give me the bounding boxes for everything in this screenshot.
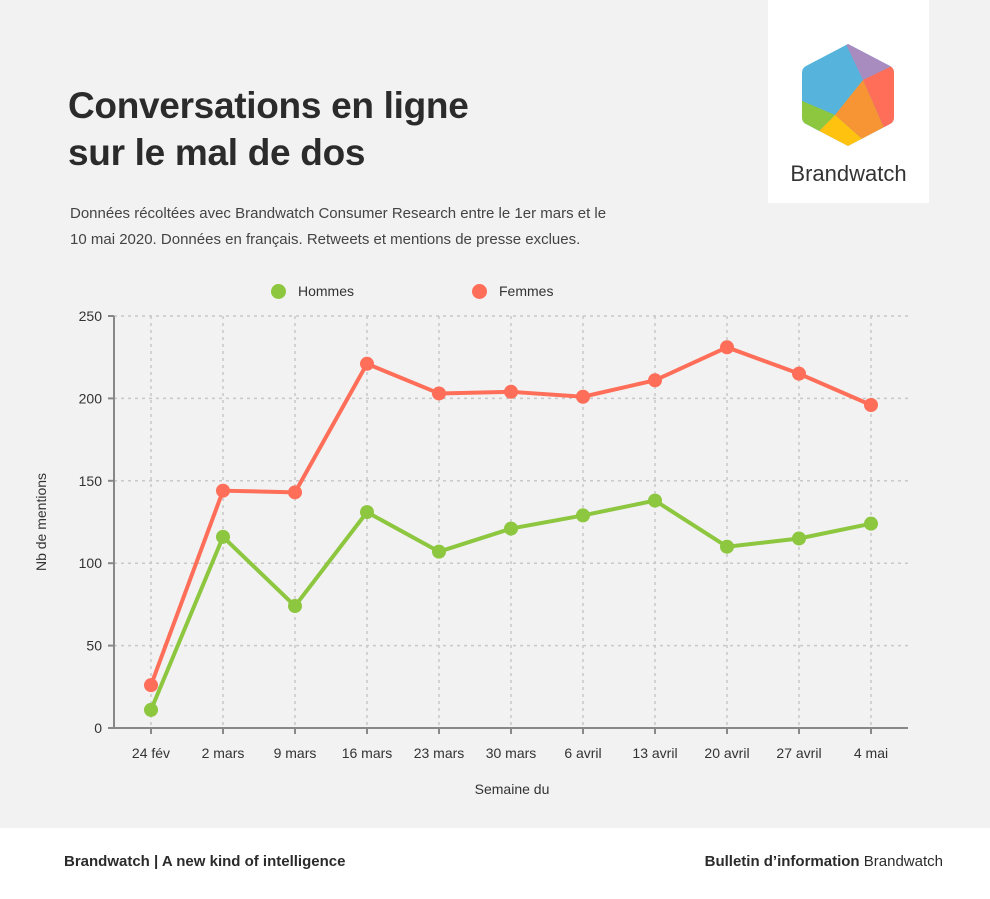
data-point-hommes (288, 599, 302, 614)
x-tick-label: 16 mars (342, 745, 393, 761)
data-point-femmes (648, 373, 662, 388)
legend-item-hommes: Hommes (271, 283, 354, 299)
y-tick-label: 0 (94, 720, 102, 736)
data-point-hommes (360, 505, 374, 520)
data-point-femmes (288, 485, 302, 500)
footer: Brandwatch | A new kind of intelligence … (0, 828, 990, 899)
x-tick-label: 4 mai (854, 745, 888, 761)
data-point-femmes (864, 397, 878, 412)
data-point-hommes (792, 531, 806, 546)
x-tick-label: 13 avril (632, 745, 677, 761)
y-tick-label: 100 (79, 555, 103, 571)
data-point-hommes (432, 544, 446, 559)
x-tick-label: 23 mars (414, 745, 465, 761)
legend-label-femmes: Femmes (499, 283, 554, 299)
legend-label-hommes: Hommes (298, 283, 355, 299)
data-point-hommes (720, 539, 734, 554)
page-title: Conversations en ligne sur le mal de dos (68, 82, 469, 176)
x-tick-label: 24 fév (132, 745, 170, 761)
x-tick-label: 2 mars (202, 745, 245, 761)
footer-newsletter-bold: Bulletin d’information (704, 853, 860, 870)
data-point-hommes (216, 529, 230, 544)
footer-tagline: Brandwatch | A new kind of intelligence (64, 853, 346, 870)
data-point-femmes (576, 389, 590, 404)
data-point-femmes (360, 356, 374, 371)
y-tick-label: 200 (79, 390, 103, 406)
logo-text: Brandwatch (790, 161, 907, 186)
hexagon-logo-icon (802, 44, 894, 146)
data-point-hommes (648, 493, 662, 508)
data-point-hommes (864, 516, 878, 531)
footer-newsletter-brand: Brandwatch (863, 853, 943, 870)
data-point-femmes (144, 678, 158, 693)
x-tick-label: 9 mars (274, 745, 317, 761)
legend-marker-femmes (472, 283, 487, 299)
data-point-hommes (144, 702, 158, 717)
x-tick-label: 6 avril (564, 745, 601, 761)
data-point-femmes (792, 366, 806, 381)
title-line-1: Conversations en ligne (68, 85, 469, 126)
legend-marker-hommes (271, 283, 286, 299)
x-axis-title: Semaine du (475, 781, 550, 797)
x-tick-label: 30 mars (486, 745, 537, 761)
subtitle: Données récoltées avec Brandwatch Consum… (70, 201, 690, 253)
y-tick-label: 150 (79, 473, 103, 489)
y-axis-title: Nb de mentions (33, 473, 49, 571)
subtitle-line-1: Données récoltées avec Brandwatch Consum… (70, 205, 607, 222)
data-point-femmes (504, 384, 518, 399)
data-point-femmes (216, 483, 230, 498)
y-tick-label: 50 (86, 638, 102, 654)
legend-item-femmes: Femmes (472, 283, 553, 299)
data-point-hommes (504, 521, 518, 536)
footer-newsletter: Bulletin d’information Brandwatch (705, 853, 943, 870)
data-point-femmes (432, 386, 446, 401)
data-point-hommes (576, 508, 590, 523)
subtitle-line-2: 10 mai 2020. Données en français. Retwee… (70, 231, 581, 248)
data-point-femmes (720, 340, 734, 355)
title-line-2: sur le mal de dos (68, 132, 366, 173)
y-tick-label: 250 (79, 308, 103, 324)
x-tick-label: 20 avril (704, 745, 749, 761)
x-tick-label: 27 avril (776, 745, 821, 761)
line-chart: 0 50 100 150 200 250 24 fév 2 mars 9 mars 16 mars… (33, 308, 908, 797)
brandwatch-logo: Brandwatch (768, 0, 929, 203)
